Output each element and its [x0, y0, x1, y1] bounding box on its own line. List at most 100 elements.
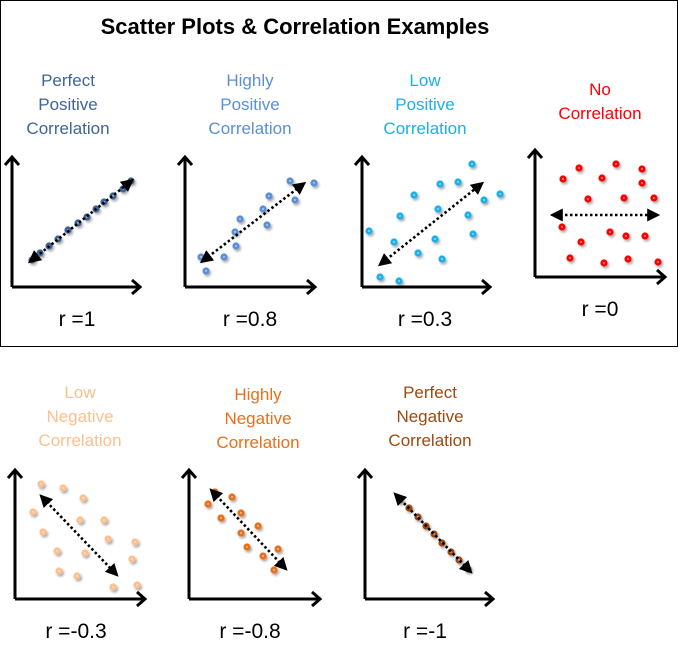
data-point-center: [313, 182, 315, 184]
panel-highly-negative: [180, 467, 323, 608]
data-point-center: [417, 252, 419, 254]
data-point-center: [262, 555, 264, 557]
panel-title-low-positive: Low Positive Correlation: [340, 69, 510, 141]
y-axis: [353, 154, 371, 287]
data-point-center: [437, 208, 439, 210]
data-point-center: [76, 575, 78, 577]
data-point-center: [657, 261, 659, 263]
panel-title-line: Negative: [396, 407, 464, 426]
data-point-center: [609, 231, 611, 233]
panel-title-line: Correlation: [216, 433, 300, 452]
panel-title-highly-negative: Highly Negative Correlation: [173, 383, 343, 455]
data-point-center: [580, 241, 582, 243]
data-point-center: [623, 197, 625, 199]
data-point-center: [467, 214, 469, 216]
panel-no-correlation: [526, 147, 668, 286]
data-point-center: [625, 235, 627, 237]
panel-title-line: Correlation: [383, 119, 467, 138]
data-point-center: [472, 233, 474, 235]
data-point-center: [239, 218, 241, 220]
panel-title-line: Correlation: [26, 119, 110, 138]
r-value-label: r =0.3: [397, 308, 453, 331]
panel-title-line: Correlation: [558, 104, 642, 123]
panel-title-line: Positive: [38, 95, 98, 114]
x-axis: [535, 268, 668, 286]
data-point-center: [393, 241, 395, 243]
data-point-center: [112, 195, 114, 197]
data-point-center: [268, 195, 270, 197]
data-point-center: [434, 238, 436, 240]
data-point-center: [294, 199, 296, 201]
data-point-center: [57, 238, 59, 240]
panel-title-line: Negative: [224, 409, 292, 428]
panel-low-positive: [353, 154, 504, 296]
data-point-center: [398, 280, 400, 282]
r-value-label: r =-0.3: [45, 620, 107, 643]
data-point-center: [205, 270, 207, 272]
y-axis: [3, 154, 21, 287]
data-point-center: [62, 487, 64, 489]
trend-arrow: [199, 181, 307, 264]
data-point-center: [627, 258, 629, 260]
panel-highly-positive: [176, 154, 318, 296]
data-point-center: [603, 262, 605, 264]
r-value-label: r =0: [581, 298, 619, 321]
data-point-center: [79, 519, 81, 521]
data-point-center: [569, 257, 571, 259]
panel-title-line: Correlation: [388, 431, 472, 450]
x-axis: [12, 278, 143, 296]
panel-perfect-positive: [3, 154, 143, 296]
panel-title-line: Low: [64, 383, 96, 402]
x-axis: [365, 590, 496, 608]
y-axis: [6, 467, 24, 599]
x-axis: [185, 278, 318, 296]
data-point-center: [439, 183, 441, 185]
data-point-center: [131, 558, 133, 560]
data-point-center: [262, 208, 264, 210]
data-point-center: [130, 180, 132, 182]
data-point-center: [40, 483, 42, 485]
panel-title-line: Perfect: [41, 71, 95, 90]
data-point-center: [562, 178, 564, 180]
data-point-center: [136, 584, 138, 586]
panel-title-line: Positive: [220, 95, 280, 114]
data-point-center: [644, 235, 646, 237]
data-point-center: [457, 181, 459, 183]
data-point-center: [578, 167, 580, 169]
panel-title-highly-positive: Highly Positive Correlation: [165, 69, 335, 141]
trend-arrow: [209, 488, 288, 571]
data-point-center: [134, 541, 136, 543]
panel-low-negative: [6, 467, 148, 608]
data-point-center: [103, 519, 105, 521]
data-point-center: [107, 538, 109, 540]
data-point-center: [58, 570, 60, 572]
data-point-center: [257, 525, 259, 527]
data-point-center: [561, 226, 563, 228]
r-value-label: r =-1: [403, 620, 447, 643]
data-point-center: [207, 503, 209, 505]
data-point-center: [615, 163, 617, 165]
x-axis: [189, 590, 323, 608]
panel-perfect-negative: [356, 467, 496, 608]
y-axis: [526, 147, 544, 277]
data-point-center: [234, 231, 236, 233]
x-axis: [15, 590, 148, 608]
data-point-center: [240, 512, 242, 514]
data-point-center: [82, 497, 84, 499]
panel-title-line: Correlation: [208, 119, 292, 138]
data-point-center: [441, 258, 443, 260]
y-axis: [356, 467, 374, 599]
data-point-center: [653, 197, 655, 199]
data-point-center: [641, 168, 643, 170]
data-point-center: [231, 496, 233, 498]
data-point-center: [223, 256, 225, 258]
trend-arrow: [27, 178, 135, 264]
data-point-center: [499, 193, 501, 195]
data-point-center: [246, 546, 248, 548]
data-point-center: [483, 199, 485, 201]
panel-title-perfect-positive: Perfect Positive Correlation: [0, 69, 153, 141]
data-point-center: [413, 194, 415, 196]
data-point-center: [368, 230, 370, 232]
panel-title-perfect-negative: Perfect Negative Correlation: [345, 381, 515, 453]
